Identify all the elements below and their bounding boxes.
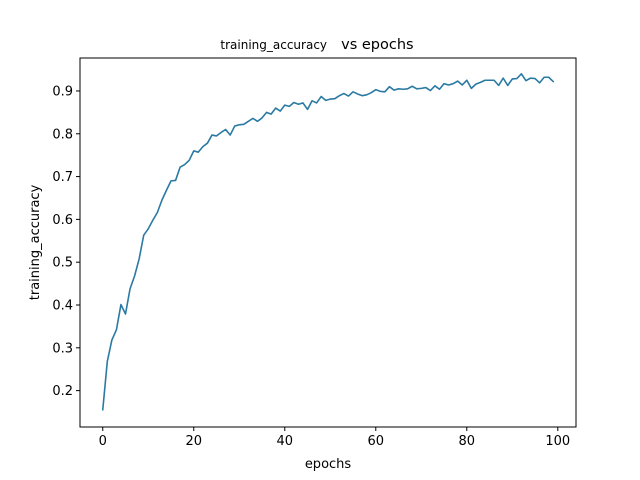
x-tick-label: 40 (276, 434, 293, 449)
chart-title-part-1: training_accuracy (220, 38, 327, 52)
y-tick-label: 0.6 (52, 213, 73, 228)
x-tick-label: 80 (459, 434, 476, 449)
y-tick-label: 0.2 (52, 384, 73, 399)
series-line (101, 73, 555, 411)
plot-frame (79, 57, 577, 428)
chart-title-part-2: vs epochs (341, 37, 413, 53)
y-tick-label: 0.8 (52, 127, 73, 142)
y-tick-label: 0.4 (52, 298, 73, 313)
y-tick-label: 0.7 (52, 170, 73, 185)
x-axis-label: epochs (305, 457, 352, 472)
x-tick-label: 100 (545, 434, 570, 449)
y-tick-label: 0.3 (52, 341, 73, 356)
x-tick-label: 0 (99, 434, 107, 449)
y-tick-label: 0.5 (52, 256, 73, 271)
y-axis-label: training_accuracy (28, 184, 43, 300)
x-tick-label: 60 (368, 434, 385, 449)
x-tick-label: 20 (185, 434, 202, 449)
y-tick-label: 0.9 (52, 84, 73, 99)
chart-title: training_accuracy vs epochs (220, 34, 413, 53)
